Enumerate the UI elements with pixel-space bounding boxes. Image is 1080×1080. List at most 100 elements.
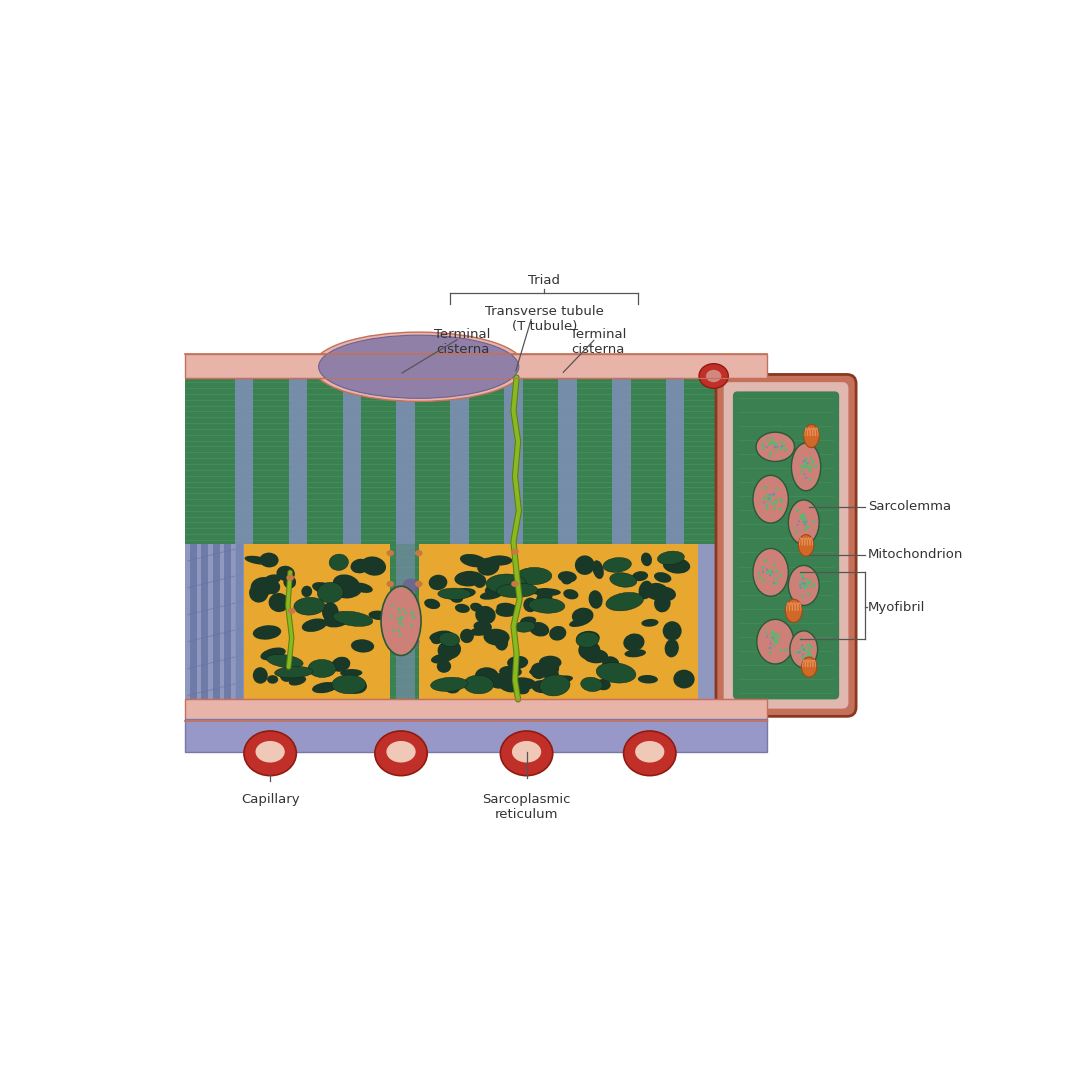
Ellipse shape	[489, 673, 510, 689]
FancyBboxPatch shape	[234, 544, 253, 700]
Ellipse shape	[460, 629, 474, 643]
Ellipse shape	[772, 633, 775, 635]
Ellipse shape	[777, 636, 780, 639]
Ellipse shape	[771, 502, 774, 505]
Ellipse shape	[773, 564, 775, 566]
Ellipse shape	[789, 631, 818, 667]
Ellipse shape	[806, 526, 809, 528]
Ellipse shape	[808, 651, 811, 654]
FancyBboxPatch shape	[213, 378, 219, 700]
Ellipse shape	[761, 447, 765, 449]
Ellipse shape	[810, 464, 813, 468]
Ellipse shape	[352, 582, 373, 593]
Ellipse shape	[806, 476, 808, 478]
Ellipse shape	[804, 473, 806, 475]
Ellipse shape	[772, 644, 775, 647]
Ellipse shape	[810, 585, 813, 588]
Ellipse shape	[569, 618, 591, 627]
Ellipse shape	[507, 677, 536, 690]
Ellipse shape	[410, 623, 413, 626]
Ellipse shape	[572, 608, 594, 624]
Ellipse shape	[624, 649, 646, 658]
Ellipse shape	[780, 649, 783, 652]
FancyBboxPatch shape	[186, 719, 767, 752]
Ellipse shape	[780, 445, 783, 448]
Ellipse shape	[486, 573, 526, 593]
Text: Mitochondrion: Mitochondrion	[867, 549, 963, 562]
Ellipse shape	[244, 556, 270, 565]
Ellipse shape	[804, 582, 806, 584]
Ellipse shape	[772, 634, 775, 637]
Ellipse shape	[500, 731, 553, 775]
Ellipse shape	[773, 637, 777, 639]
Ellipse shape	[758, 571, 760, 575]
Ellipse shape	[391, 604, 393, 607]
Ellipse shape	[795, 530, 797, 534]
Ellipse shape	[596, 663, 636, 683]
Ellipse shape	[802, 647, 806, 650]
Ellipse shape	[788, 566, 819, 606]
Ellipse shape	[802, 521, 805, 524]
Ellipse shape	[764, 631, 767, 633]
Ellipse shape	[804, 463, 807, 467]
FancyBboxPatch shape	[186, 354, 767, 378]
Ellipse shape	[800, 517, 804, 521]
Ellipse shape	[802, 521, 805, 524]
Ellipse shape	[771, 436, 773, 440]
Ellipse shape	[514, 684, 529, 694]
Ellipse shape	[800, 464, 802, 468]
Ellipse shape	[539, 656, 562, 670]
Ellipse shape	[761, 566, 765, 569]
Ellipse shape	[329, 554, 349, 570]
Ellipse shape	[403, 596, 419, 610]
Ellipse shape	[772, 582, 775, 585]
Ellipse shape	[769, 575, 771, 577]
Ellipse shape	[475, 667, 499, 684]
Ellipse shape	[497, 583, 538, 597]
Ellipse shape	[249, 583, 269, 603]
Ellipse shape	[497, 603, 517, 613]
Ellipse shape	[381, 586, 421, 656]
Ellipse shape	[577, 631, 599, 645]
Ellipse shape	[801, 581, 804, 584]
Ellipse shape	[766, 507, 769, 510]
Ellipse shape	[801, 575, 805, 578]
Ellipse shape	[769, 494, 771, 496]
Ellipse shape	[769, 451, 772, 454]
Ellipse shape	[411, 615, 414, 618]
Ellipse shape	[771, 630, 774, 633]
Ellipse shape	[455, 604, 470, 613]
FancyBboxPatch shape	[342, 544, 361, 700]
FancyBboxPatch shape	[186, 378, 245, 700]
Ellipse shape	[351, 558, 369, 573]
Ellipse shape	[288, 676, 306, 686]
Ellipse shape	[772, 494, 774, 496]
Ellipse shape	[368, 610, 389, 620]
Ellipse shape	[521, 617, 537, 625]
Ellipse shape	[801, 656, 805, 659]
Ellipse shape	[770, 636, 773, 639]
FancyBboxPatch shape	[288, 544, 307, 700]
Ellipse shape	[498, 676, 523, 692]
Ellipse shape	[313, 333, 525, 402]
Ellipse shape	[775, 487, 779, 490]
Ellipse shape	[798, 651, 801, 653]
Ellipse shape	[802, 582, 806, 585]
Ellipse shape	[642, 619, 659, 626]
Ellipse shape	[455, 571, 484, 586]
Ellipse shape	[753, 549, 788, 596]
Ellipse shape	[399, 634, 402, 636]
Ellipse shape	[802, 648, 806, 651]
Ellipse shape	[779, 575, 782, 577]
Ellipse shape	[276, 566, 295, 581]
Ellipse shape	[581, 677, 603, 691]
Ellipse shape	[798, 651, 800, 653]
Ellipse shape	[775, 642, 779, 644]
Ellipse shape	[612, 576, 624, 584]
Ellipse shape	[664, 639, 679, 658]
Ellipse shape	[285, 664, 296, 680]
Ellipse shape	[532, 589, 561, 596]
Ellipse shape	[769, 498, 772, 501]
Ellipse shape	[545, 675, 573, 685]
Ellipse shape	[806, 653, 809, 657]
